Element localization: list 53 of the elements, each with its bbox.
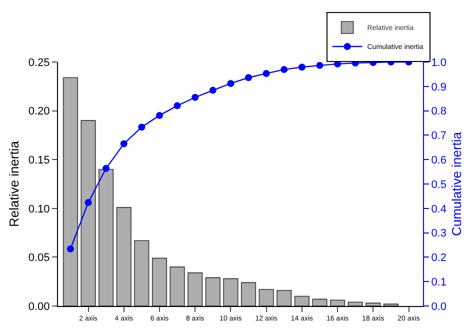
point bbox=[84, 199, 92, 206]
bar bbox=[240, 282, 256, 306]
point bbox=[245, 74, 252, 82]
bar bbox=[188, 272, 203, 306]
point bbox=[209, 86, 216, 94]
point bbox=[66, 245, 74, 252]
point bbox=[280, 66, 288, 74]
y2-tick-label: 0.9 bbox=[431, 81, 446, 94]
y2-tick-label: 0.1 bbox=[431, 276, 446, 288]
point bbox=[192, 94, 199, 101]
y2-tick-label: 0.2 bbox=[431, 252, 446, 264]
point bbox=[102, 164, 110, 172]
y2-tick-label: 1.0 bbox=[431, 56, 446, 69]
bar bbox=[80, 120, 96, 306]
y-tick-label: 0.00 bbox=[28, 300, 50, 313]
bar bbox=[348, 302, 363, 306]
bar bbox=[98, 168, 114, 306]
bar bbox=[366, 302, 381, 306]
point bbox=[298, 64, 306, 71]
bar bbox=[312, 298, 328, 306]
point bbox=[316, 62, 324, 69]
bar bbox=[116, 207, 132, 306]
bar bbox=[152, 258, 168, 306]
y-tick-label: 0.15 bbox=[28, 154, 50, 166]
y-tick-label: 0.20 bbox=[28, 106, 50, 118]
bar bbox=[258, 289, 274, 306]
y2-tick-label: 0.7 bbox=[431, 130, 446, 142]
y-axis-title: Relative inertia bbox=[6, 140, 22, 227]
y-tick-label: 0.05 bbox=[28, 252, 50, 264]
y2-tick-label: 0.8 bbox=[431, 106, 446, 118]
bar bbox=[294, 296, 310, 306]
y2-tick-label: 0.0 bbox=[431, 300, 446, 313]
bar bbox=[170, 266, 185, 306]
point bbox=[262, 70, 270, 77]
y-tick-label: 0.25 bbox=[28, 56, 50, 69]
y2-tick-label: 0.3 bbox=[431, 228, 446, 240]
bar bbox=[276, 290, 292, 306]
bar bbox=[62, 77, 78, 306]
point bbox=[227, 80, 234, 87]
y2-tick-label: 0.4 bbox=[431, 203, 446, 216]
y-tick-label: 0.10 bbox=[28, 203, 50, 216]
y2-tick-label: 0.5 bbox=[431, 178, 446, 191]
bar bbox=[134, 240, 150, 306]
point bbox=[334, 62, 342, 68]
point bbox=[156, 112, 163, 119]
y2-axis-title: Cumulative inertia bbox=[449, 131, 464, 236]
bar bbox=[205, 277, 220, 306]
point bbox=[120, 140, 128, 148]
bar bbox=[330, 300, 346, 306]
point bbox=[138, 124, 146, 131]
bar bbox=[223, 278, 238, 306]
y2-tick-label: 0.6 bbox=[431, 154, 446, 166]
point bbox=[174, 102, 181, 110]
